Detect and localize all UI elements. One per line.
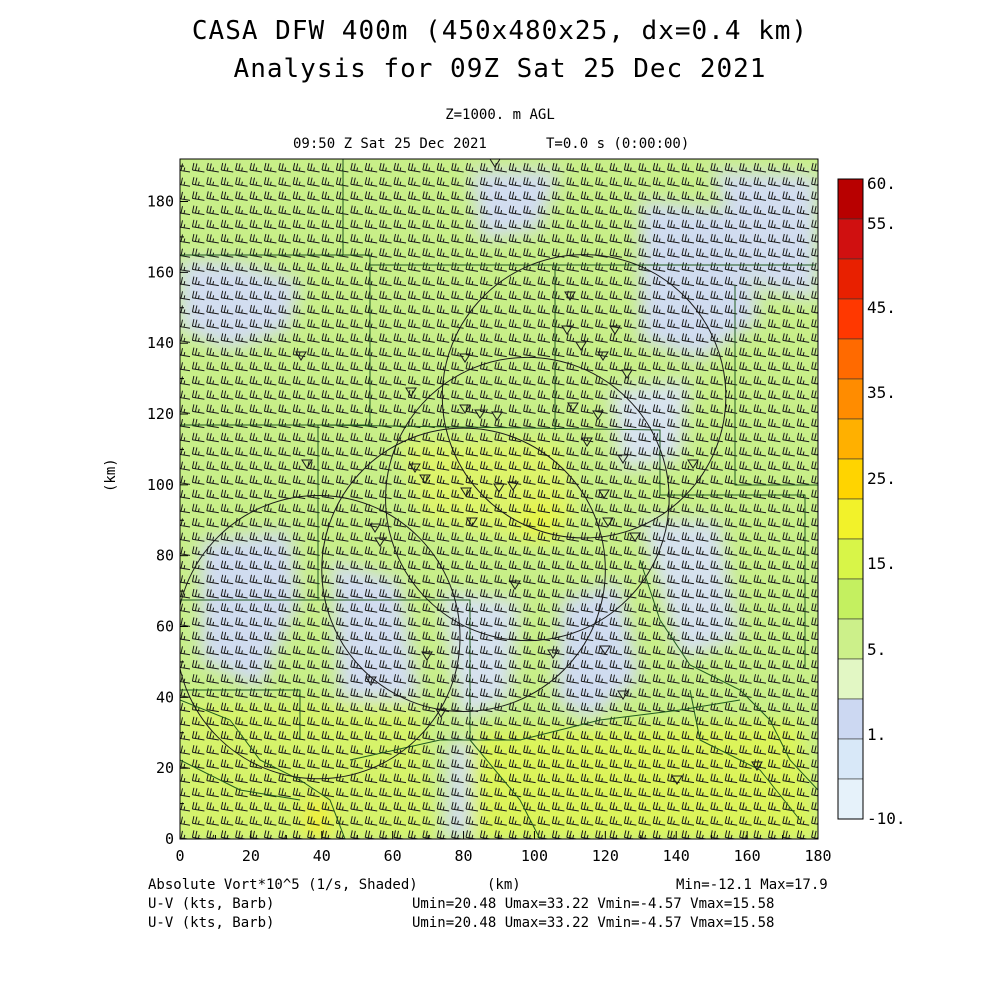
valid-time-label: 09:50 Z Sat 25 Dec 2021 (293, 136, 487, 152)
colorbar-swatch (837, 698, 864, 740)
radar-ring (180, 495, 461, 780)
station-markers (295, 159, 763, 785)
radar-ring (321, 427, 606, 712)
colorbar-swatch (837, 498, 864, 540)
radar-range-rings (180, 254, 727, 780)
colorbar-label: -10. (867, 809, 906, 828)
colorbar-label: 5. (867, 640, 886, 659)
colorbar-swatch (837, 258, 864, 300)
colorbar-label: 60. (867, 174, 896, 193)
colorbar-label: 35. (867, 383, 896, 402)
x-tick-label: 140 (663, 847, 690, 865)
y-tick-label: 80 (156, 547, 174, 565)
radar-ring (385, 356, 670, 642)
y-axis: 0 20 40 60 80 100 120 140 160 180 (147, 165, 188, 848)
colorbar-swatch (837, 778, 864, 820)
shading-field-label: Absolute Vort*10^5 (1/s, Shaded) (148, 877, 418, 893)
colorbar-label: 55. (867, 214, 896, 233)
time-offset-label: T=0.0 s (0:00:00) (546, 136, 690, 152)
y-tick-label: 140 (147, 334, 174, 352)
colorbar-frame (837, 178, 864, 820)
x-tick-label: 180 (804, 847, 831, 865)
colorbar-label: 15. (867, 554, 896, 573)
barb-field-stats: Umin=20.48 Umax=33.22 Vmin=-4.57 Vmax=15… (412, 896, 775, 912)
colorbar-swatch (837, 218, 864, 260)
x-tick-label: 0 (175, 847, 184, 865)
y-tick-label: 60 (156, 618, 174, 636)
x-tick-label: 120 (592, 847, 619, 865)
y-tick-label: 160 (147, 263, 174, 281)
y-tick-label: 20 (156, 759, 174, 777)
colorbar-swatch (837, 658, 864, 700)
y-tick-label: 180 (147, 193, 174, 211)
y-tick-label: 40 (156, 688, 174, 706)
colorbar-swatch (837, 458, 864, 500)
x-tick-label: 100 (521, 847, 548, 865)
barb-field-stats-2: Umin=20.48 Umax=33.22 Vmin=-4.57 Vmax=15… (412, 915, 775, 931)
radar-ring (441, 254, 727, 539)
colorbar-label: 1. (867, 725, 886, 744)
plot-title-line1: CASA DFW 400m (450x480x25, dx=0.4 km) (191, 16, 809, 46)
colorbar-swatch (837, 538, 864, 580)
colorbar-label: 25. (867, 469, 896, 488)
x-axis: 0 20 40 60 80 100 120 140 160 180 (175, 831, 832, 865)
colorbar-swatch (837, 338, 864, 380)
plot-title-line2: Analysis for 09Z Sat 25 Dec 2021 (233, 54, 767, 84)
x-axis-label: (km) (487, 877, 521, 893)
y-axis-label: (km) (103, 458, 119, 492)
x-tick-label: 20 (242, 847, 260, 865)
colorbar-swatch (837, 738, 864, 780)
y-tick-label: 0 (165, 830, 174, 848)
colorbar-swatch (837, 178, 864, 220)
colorbar-swatch (837, 618, 864, 660)
y-tick-label: 120 (147, 405, 174, 423)
colorbar-swatch (837, 378, 864, 420)
colorbar-swatch (837, 418, 864, 460)
x-tick-label: 80 (455, 847, 473, 865)
y-tick-label: 100 (147, 476, 174, 494)
vorticity-shading (180, 170, 818, 839)
barb-field-label: U-V (kts, Barb) (148, 896, 275, 912)
x-tick-label: 40 (313, 847, 331, 865)
colorbar-label: 45. (867, 298, 896, 317)
barb-field-label-2: U-V (kts, Barb) (148, 915, 275, 931)
colorbar-swatch (837, 578, 864, 620)
x-tick-label: 60 (384, 847, 402, 865)
colorbar: 60. 55. 45. 35. 25. 15. 5. 1. -10. (837, 174, 906, 828)
county-boundaries (180, 159, 818, 839)
shading-min-max: Min=-12.1 Max=17.9 (676, 877, 828, 893)
level-label: Z=1000. m AGL (445, 107, 555, 123)
colorbar-swatch (837, 298, 864, 340)
x-tick-label: 160 (734, 847, 761, 865)
